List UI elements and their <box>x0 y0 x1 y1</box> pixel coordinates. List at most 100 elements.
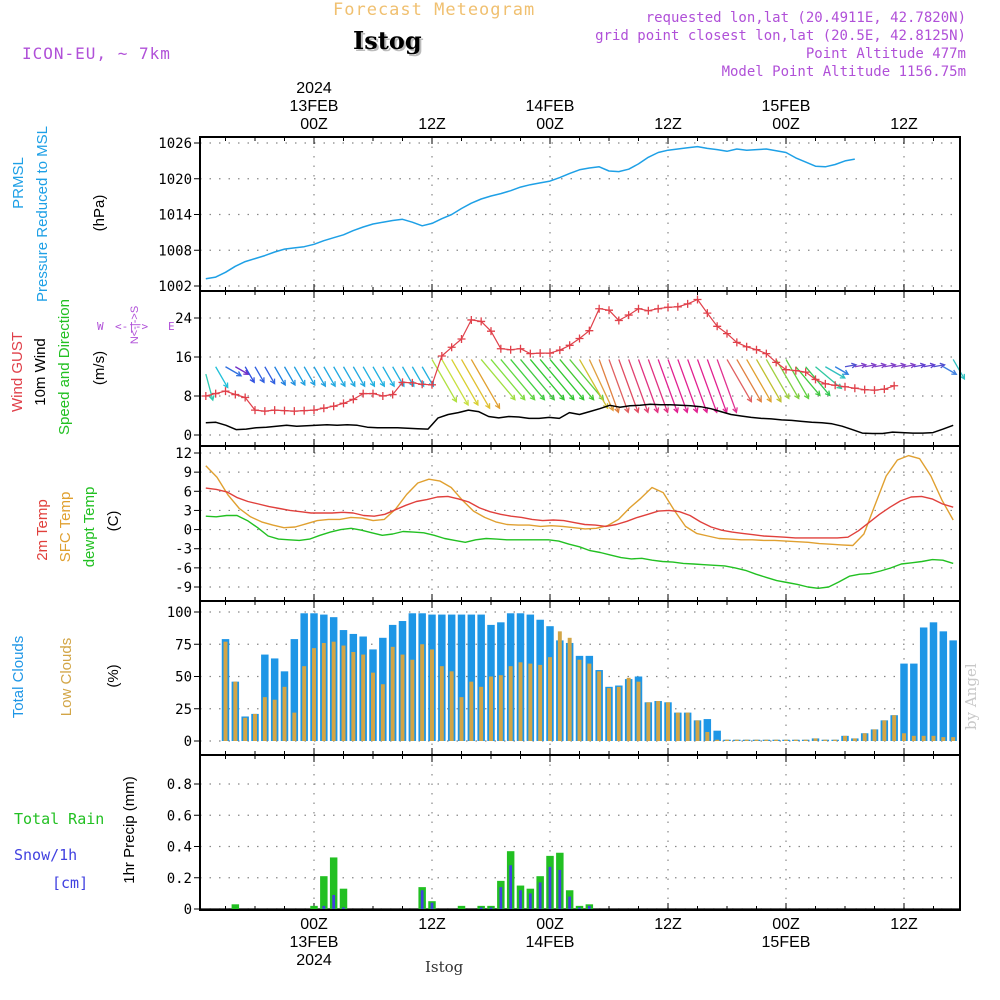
gust-marker <box>398 378 407 387</box>
gust-marker <box>369 389 377 398</box>
wind-arrowhead <box>929 362 937 369</box>
low-cloud-bar <box>872 729 877 741</box>
wind-arrowhead <box>569 394 575 401</box>
gust-marker <box>713 322 722 331</box>
ytick-label-wind: 24 <box>175 311 192 327</box>
total-cloud-bar <box>467 614 476 741</box>
total-cloud-bar <box>910 663 918 741</box>
total-cloud-bar <box>900 663 908 741</box>
gust-marker <box>683 299 692 308</box>
wind-arrow <box>696 359 718 413</box>
top-time-label: 00Z <box>536 116 564 133</box>
gust-marker <box>772 358 781 367</box>
wind-arrowhead <box>673 407 679 414</box>
wind-arrow <box>903 364 916 368</box>
wind-arrow <box>549 359 585 401</box>
low-cloud-bar <box>479 686 484 741</box>
rain-bar <box>329 857 338 909</box>
snow-bar <box>519 890 522 909</box>
wind-arrow <box>657 359 679 413</box>
wind-arrow <box>283 366 296 386</box>
wind-arrow <box>677 359 698 413</box>
wind-arrow <box>618 359 639 413</box>
pressure-label-1: PRMSL <box>10 157 27 209</box>
gust-marker <box>437 352 446 361</box>
snow-bar <box>489 907 493 909</box>
wind-arrowhead <box>549 394 556 401</box>
low-cloud-bar <box>931 735 936 741</box>
wind-arrow <box>441 359 469 406</box>
wind-arrowhead <box>836 383 843 390</box>
ytick-label-temperature: -3 <box>175 542 192 558</box>
gust-marker <box>634 304 643 313</box>
gust-marker <box>378 392 387 400</box>
wind-arrow <box>264 366 276 384</box>
low-cloud-bar <box>538 664 543 741</box>
gust-marker <box>487 327 495 336</box>
low-cloud-bar <box>430 649 434 741</box>
rain-bar <box>231 904 240 909</box>
ytick-label-wind: 8 <box>184 389 192 405</box>
gust-marker <box>251 406 259 415</box>
snow-bar <box>528 893 532 909</box>
gust-marker <box>447 343 456 352</box>
pressure-unit: (hPa) <box>91 195 108 232</box>
wind-arrow <box>529 359 565 401</box>
wind-arrowhead <box>236 371 243 377</box>
top-time-label: 00Z <box>772 116 800 133</box>
gust-marker <box>221 387 230 396</box>
low-cloud-bar <box>253 713 257 741</box>
wind-arrow <box>382 366 395 387</box>
gust-marker <box>496 344 505 353</box>
wind-arrowhead <box>608 405 615 412</box>
ytick-label-wind: 0 <box>184 428 192 444</box>
wind-arrowhead <box>653 407 660 414</box>
low-cloud-bar <box>567 637 572 741</box>
wind-arrowhead <box>559 394 565 401</box>
wind-arrow <box>647 359 669 413</box>
top-time-label: 2024 <box>296 80 332 97</box>
wind-arrow <box>559 359 595 401</box>
gust-marker <box>585 326 594 335</box>
wind-arrowhead <box>722 407 728 414</box>
gust-marker <box>516 344 525 353</box>
gust-marker <box>673 302 682 311</box>
wind-arrowhead <box>824 390 831 397</box>
wind-arrowhead <box>663 407 669 414</box>
wind-arrow <box>864 364 876 368</box>
low-cloud-bar <box>666 702 670 741</box>
wind-arrow <box>884 364 896 368</box>
gust-marker <box>565 341 574 350</box>
temp-2m-line <box>205 487 954 539</box>
ytick-label-temperature: 12 <box>175 446 192 462</box>
gust-label: Wind GUST <box>9 332 26 412</box>
gust-marker <box>388 390 397 399</box>
panel-pressure: 1002 1008 1014 1020 1026 <box>158 136 960 295</box>
wind-arrowhead <box>766 396 772 403</box>
wind-arrowhead <box>269 378 276 385</box>
low-cloud-bar <box>557 631 562 741</box>
ytick-label-temperature: -9 <box>175 580 192 596</box>
wind-arrowhead <box>485 403 491 410</box>
low-cloud-bar <box>833 739 838 741</box>
gust-marker <box>605 306 613 315</box>
cloud-unit: (%) <box>105 664 122 687</box>
gust-marker <box>791 366 800 375</box>
low-cloud-bar <box>882 720 887 741</box>
wind-arrowhead <box>529 394 536 401</box>
wind-arrow <box>520 359 555 401</box>
low-cloud-bar <box>302 666 307 741</box>
wind-label: 10m Wind <box>32 338 49 406</box>
gust-marker <box>241 393 250 402</box>
ytick-label-temperature: 0 <box>184 523 192 539</box>
wind-arrowhead <box>588 394 595 401</box>
top-time-label: 12Z <box>654 116 682 133</box>
wind-arrow <box>637 359 659 413</box>
wind-arrowhead <box>643 407 650 414</box>
low-cloud-bar <box>656 701 661 741</box>
wind-arrow <box>470 359 501 409</box>
wind-arrow <box>274 366 286 386</box>
snow-bar <box>558 869 562 909</box>
gust-marker <box>310 406 318 415</box>
low-cloud-bar <box>371 672 375 741</box>
